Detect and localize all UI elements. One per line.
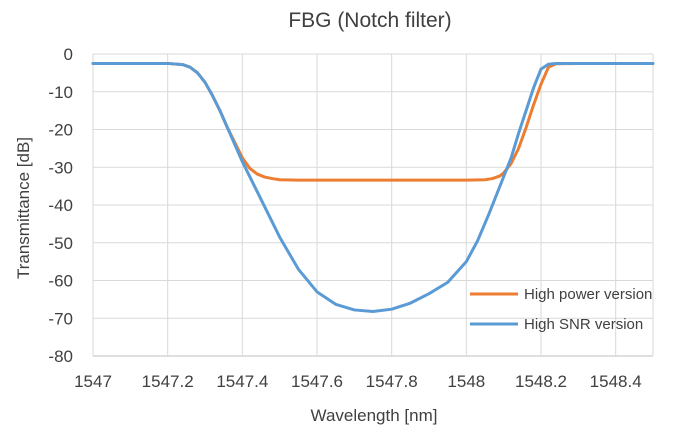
y-tick-label: -60	[48, 272, 73, 291]
x-tick-label: 1547.6	[291, 372, 343, 391]
y-tick-label: -80	[48, 347, 73, 366]
legend-label: High power version	[524, 286, 652, 303]
grid-layer	[92, 53, 654, 357]
y-tick-label: -30	[48, 158, 73, 177]
x-tick-label: 1547.8	[366, 372, 418, 391]
series-line-high-power	[91, 61, 655, 182]
x-tick-label: 1548.2	[515, 372, 567, 391]
x-tick-label: 1547.4	[216, 372, 268, 391]
x-tick-label: 1548.4	[590, 372, 642, 391]
y-tick-label: -40	[48, 196, 73, 215]
x-tick-label: 1547	[74, 372, 112, 391]
y-tick-label: -50	[48, 234, 73, 253]
series-layer	[91, 61, 655, 313]
y-tick-label: -20	[48, 121, 73, 140]
y-tick-label: -10	[48, 83, 73, 102]
legend-label: High SNR version	[524, 316, 643, 333]
y-tick-label: 0	[64, 45, 73, 64]
x-tick-label: 1547.2	[142, 372, 194, 391]
y-tick-label: -70	[48, 309, 73, 328]
y-axis-title: Transmittance [dB]	[14, 137, 33, 279]
legend: High power version High SNR version	[470, 286, 652, 333]
x-axis-title: Wavelength [nm]	[311, 406, 438, 425]
series-line-high-snr	[91, 61, 655, 313]
chart-title: FBG (Notch filter)	[288, 9, 451, 32]
x-tick-label: 1548	[447, 372, 485, 391]
